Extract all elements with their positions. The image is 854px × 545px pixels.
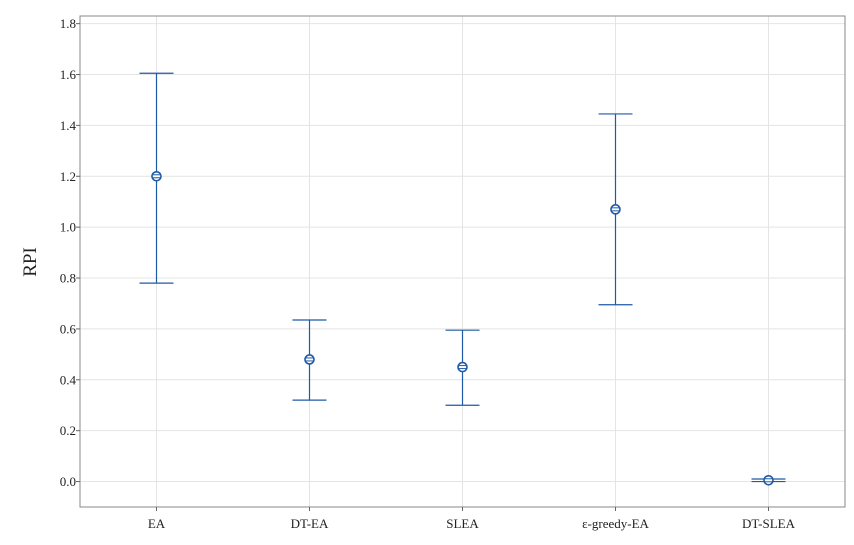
y-tick-label: 0.6 <box>60 321 77 336</box>
y-tick-label: 1.2 <box>60 169 76 184</box>
error-bars <box>139 72 786 486</box>
mean-point <box>610 204 621 215</box>
y-tick-label: 0.4 <box>60 372 77 387</box>
y-tick-label: 0.8 <box>60 271 76 286</box>
error-bar-EA <box>139 72 174 284</box>
y-tick-label: 1.8 <box>60 16 76 31</box>
x-tick-label: DT-EA <box>291 516 329 531</box>
y-axis-title: RPI <box>20 247 41 277</box>
x-axis: EA DT-EA SLEA ε-greedy-EA DT-SLEA <box>148 507 796 531</box>
x-tick-label: SLEA <box>446 516 479 531</box>
x-tick-label: DT-SLEA <box>742 516 796 531</box>
y-tick-label: 0.2 <box>60 423 76 438</box>
mean-point <box>151 170 162 182</box>
y-tick-label: 1.0 <box>60 220 76 235</box>
x-tick-label: ε-greedy-EA <box>582 516 649 531</box>
error-bar-ε-greedy-EA <box>598 113 633 306</box>
error-bar-DT-EA <box>292 319 327 401</box>
y-tick-label: 1.4 <box>60 118 77 133</box>
mean-point <box>763 474 774 486</box>
grid-layer <box>80 16 845 507</box>
error-bar-DT-SLEA <box>751 474 786 486</box>
mean-point <box>304 354 315 365</box>
y-tick-label: 0.0 <box>60 474 76 489</box>
y-tick-label: 1.6 <box>60 67 77 82</box>
x-tick-label: EA <box>148 516 166 531</box>
mean-point <box>457 361 468 373</box>
y-axis: 0.0 0.2 0.4 0.6 0.8 1.0 1.2 1.4 1.6 1.8 <box>60 16 80 489</box>
error-bar-SLEA <box>445 329 480 406</box>
